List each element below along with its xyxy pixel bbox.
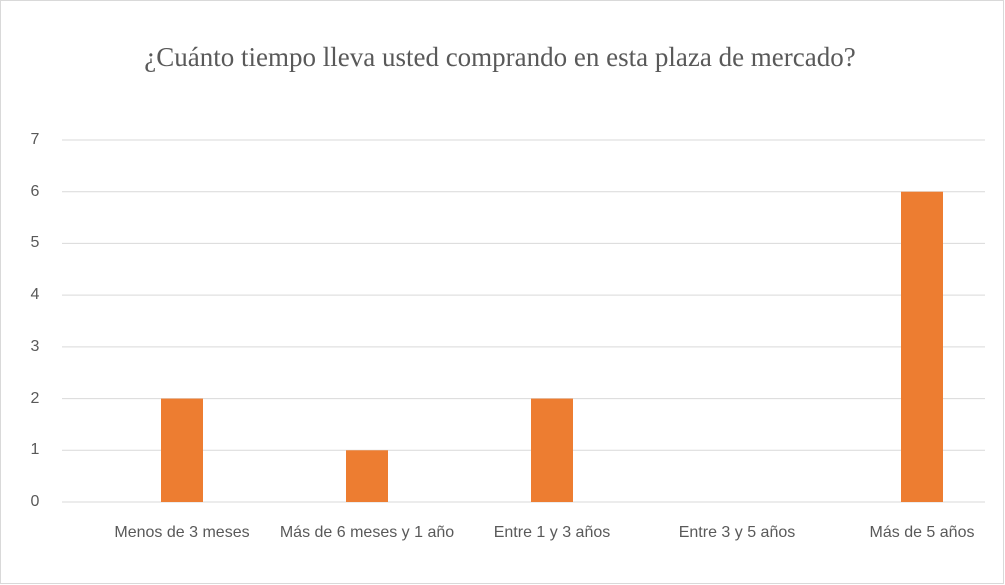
x-tick-label: Más de 5 años: [869, 524, 975, 541]
y-tick-label: 3: [30, 337, 40, 355]
y-tick-label: 0: [30, 493, 40, 510]
y-tick-label: 4: [30, 286, 40, 304]
y-tick-label: 6: [30, 182, 40, 200]
x-tick-label: Entre 3 y 5 años: [678, 524, 796, 541]
y-tick-label: 7: [30, 131, 40, 148]
x-tick-label: Entre 1 y 3 años: [493, 524, 611, 541]
bar: [161, 398, 203, 502]
y-tick-label: 5: [30, 234, 40, 252]
x-tick-label: Más de 6 meses y 1 año: [279, 524, 455, 541]
bar: [901, 191, 943, 502]
y-tick-label: 1: [30, 441, 40, 459]
x-tick-label: Menos de 3 meses: [114, 524, 250, 541]
bar: [531, 398, 573, 502]
y-tick-label: 2: [30, 389, 40, 407]
chart-title: ¿Cuánto tiempo lleva usted comprando en …: [144, 42, 856, 72]
bar: [346, 450, 388, 502]
